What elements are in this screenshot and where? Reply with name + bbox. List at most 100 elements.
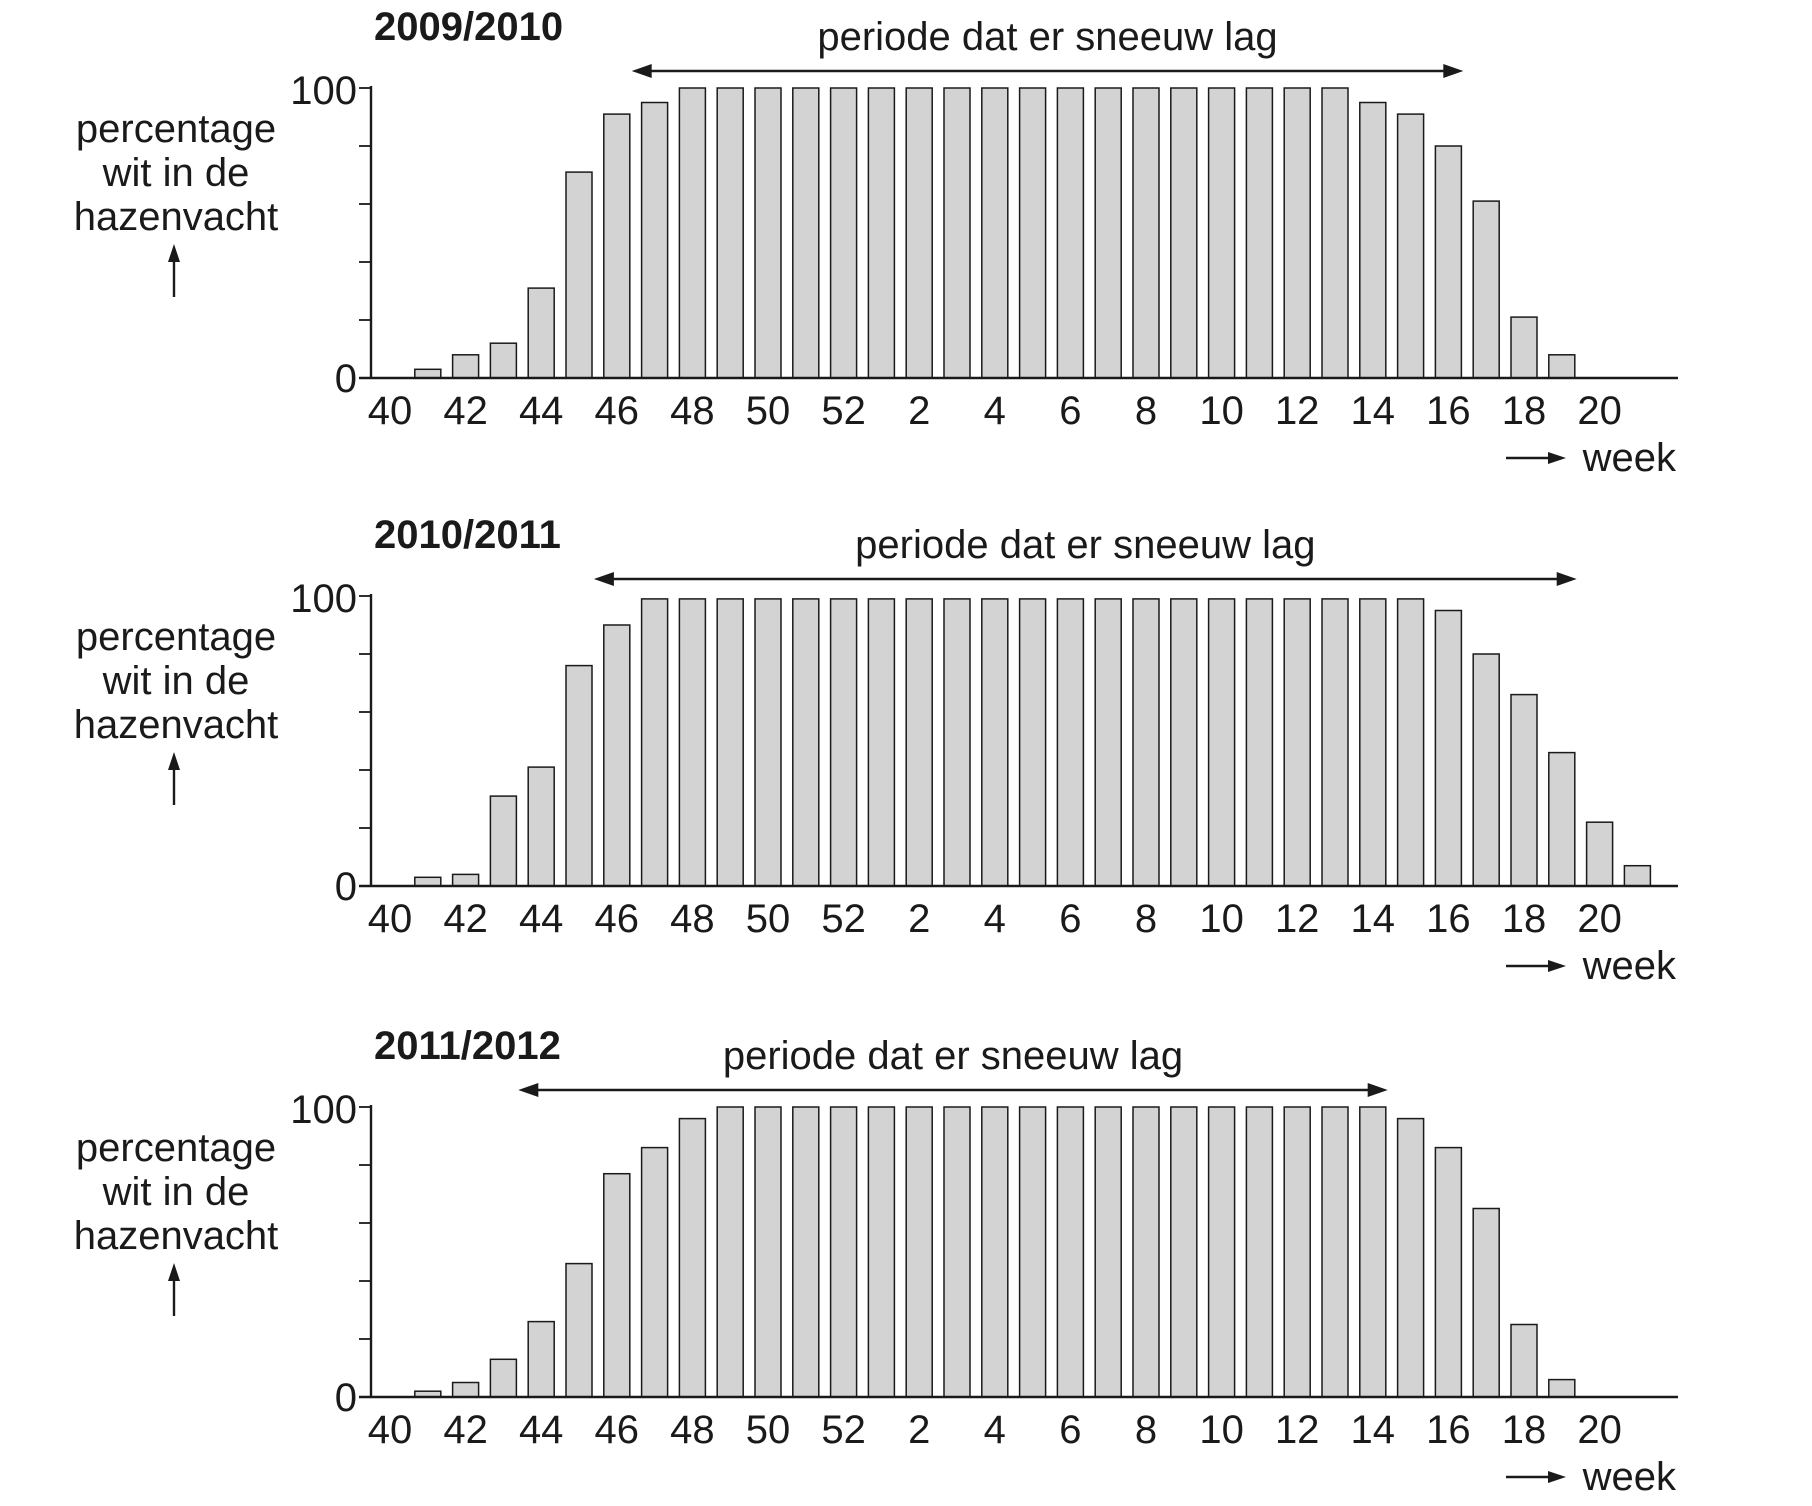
y-tick-label-100: 100	[290, 69, 357, 113]
bar-week-11	[1245, 87, 1274, 379]
x-tick-label: 52	[821, 1408, 866, 1452]
bar-week-18	[1510, 693, 1538, 887]
x-axis-label: week	[1582, 436, 1677, 480]
x-tick-label: 16	[1426, 897, 1471, 941]
bar-week-51	[792, 87, 820, 379]
x-tick-label: 16	[1426, 389, 1471, 433]
bar-week-7	[1094, 598, 1122, 887]
bar-week-19	[1548, 1378, 1576, 1398]
bar-week-51	[792, 1106, 820, 1398]
bar-week-12	[1283, 1106, 1311, 1398]
bar-week-15	[1396, 1117, 1425, 1398]
x-tick-label: 42	[443, 389, 488, 433]
bar-week-18	[1510, 316, 1538, 379]
bar-week-43	[489, 795, 518, 887]
bar-week-42	[451, 873, 480, 887]
bar-week-6	[1056, 1106, 1085, 1398]
bar-week-12	[1283, 598, 1311, 887]
bar-week-14	[1359, 101, 1387, 379]
bar-week-5	[1018, 598, 1047, 887]
bar-week-5	[1018, 87, 1047, 379]
chart-title: 2009/2010	[374, 5, 563, 49]
bar-week-17	[1472, 1207, 1500, 1398]
x-tick-label: 6	[1059, 1408, 1081, 1452]
x-tick-label: 8	[1135, 389, 1157, 433]
snow-period-arrow-left-head	[518, 1083, 539, 1097]
bar-week-43	[489, 342, 518, 379]
bar-week-43	[489, 1358, 518, 1398]
x-tick-label: 14	[1351, 389, 1396, 433]
bar-week-52	[829, 87, 858, 379]
bar-week-13	[1321, 598, 1349, 887]
x-tick-label: 18	[1502, 1408, 1547, 1452]
x-tick-label: 42	[443, 1408, 488, 1452]
bar-week-16	[1434, 609, 1463, 887]
bar-week-45	[565, 664, 593, 887]
bar-week-46	[603, 113, 631, 379]
x-tick-label: 20	[1577, 389, 1622, 433]
snow-period-label: periode dat er sneeuw lag	[817, 15, 1277, 59]
y-tick-label-100: 100	[290, 577, 357, 621]
x-tick-label: 48	[670, 389, 715, 433]
x-tick-label: 44	[519, 897, 564, 941]
x-tick-label: 52	[821, 897, 866, 941]
x-tick-label: 4	[984, 1408, 1006, 1452]
x-axis-label-arrow-head	[1548, 1471, 1566, 1483]
x-axis-label-arrow-head	[1548, 960, 1566, 972]
bar-week-15	[1396, 113, 1425, 379]
y-axis-label-line: hazenvacht	[74, 703, 279, 747]
bar-week-4	[981, 1106, 1009, 1398]
x-tick-label: 20	[1577, 897, 1622, 941]
bar-week-21	[1623, 864, 1652, 887]
y-axis-label-line: percentage	[76, 1126, 276, 1170]
x-tick-label: 10	[1199, 389, 1244, 433]
x-tick-label: 12	[1275, 389, 1320, 433]
x-tick-label: 50	[746, 1408, 791, 1452]
snow-period-arrow-left-head	[631, 64, 652, 78]
bar-week-2	[905, 1106, 933, 1398]
x-tick-label: 10	[1199, 1408, 1244, 1452]
bar-week-50	[754, 1106, 782, 1398]
x-tick-label: 14	[1351, 1408, 1396, 1452]
bar-week-50	[754, 598, 782, 887]
bar-week-11	[1245, 1106, 1274, 1398]
bar-week-1	[867, 598, 896, 887]
bar-week-8	[1132, 598, 1160, 887]
y-axis-label-arrow-head	[168, 752, 180, 770]
bar-week-13	[1321, 1106, 1349, 1398]
bar-week-10	[1207, 598, 1236, 887]
snow-period-arrow-right-head	[1443, 64, 1464, 78]
bar-week-44	[527, 766, 555, 887]
x-tick-label: 12	[1275, 897, 1320, 941]
bar-week-51	[792, 598, 820, 887]
bar-week-52	[829, 1106, 858, 1398]
bar-week-41	[414, 368, 442, 379]
bar-week-14	[1359, 598, 1387, 887]
x-tick-label: 46	[595, 1408, 640, 1452]
bar-week-45	[565, 1262, 593, 1398]
x-tick-label: 20	[1577, 1408, 1622, 1452]
snow-period-arrow-right-head	[1367, 1083, 1388, 1097]
bar-week-47	[640, 101, 669, 379]
bar-week-41	[414, 876, 442, 887]
bar-week-47	[640, 1146, 669, 1398]
bar-week-2	[905, 598, 933, 887]
bar-week-20	[1585, 821, 1614, 887]
bar-week-10	[1207, 87, 1236, 379]
snow-period-arrow-right-head	[1556, 572, 1577, 586]
bar-week-1	[867, 1106, 896, 1398]
bar-week-48	[678, 87, 707, 379]
x-tick-label: 4	[984, 389, 1006, 433]
x-tick-label: 46	[595, 389, 640, 433]
bar-week-11	[1245, 598, 1274, 887]
x-tick-label: 10	[1199, 897, 1244, 941]
bar-week-2	[905, 87, 933, 379]
x-tick-label: 2	[908, 389, 930, 433]
y-tick-label-100: 100	[290, 1088, 357, 1132]
x-axis-label-arrow-head	[1548, 452, 1566, 464]
bar-week-3	[943, 1106, 971, 1398]
y-tick-label-0: 0	[335, 1376, 357, 1420]
